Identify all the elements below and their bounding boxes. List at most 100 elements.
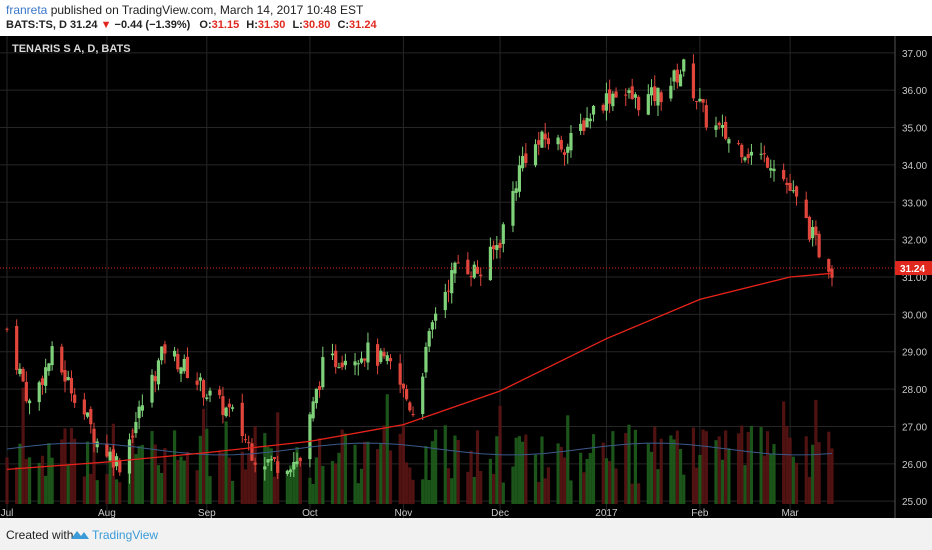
- volume-bar: [131, 429, 135, 504]
- price-change: −0.44 (−1.39%): [114, 19, 191, 31]
- volume-bar: [656, 469, 660, 504]
- y-tick-label: 25.00: [902, 497, 927, 508]
- volume-bar: [385, 394, 389, 504]
- volume-ma-line: [6, 442, 833, 456]
- candle-body: [63, 370, 67, 382]
- candle-body: [140, 405, 144, 411]
- candle-body: [588, 118, 592, 122]
- volume-bar: [546, 467, 551, 504]
- volume-bar: [208, 476, 212, 504]
- volume-bar: [401, 424, 405, 504]
- volume-bar: [585, 458, 589, 504]
- candle-body: [434, 313, 438, 321]
- down-arrow-icon: ▼: [100, 19, 112, 31]
- volume-bar: [243, 469, 248, 504]
- candle-body: [240, 402, 244, 437]
- volume-bar: [363, 441, 367, 504]
- last-price-tag: [895, 261, 932, 276]
- volume-bar: [172, 430, 177, 504]
- y-tick-label: 29.00: [902, 348, 927, 359]
- candle-body: [714, 125, 718, 130]
- volume-bar: [343, 433, 347, 504]
- candle-body: [601, 104, 605, 111]
- candle-body: [608, 89, 612, 104]
- volume-bar: [105, 474, 109, 504]
- volume-bar: [298, 458, 302, 504]
- volume-bar: [73, 438, 77, 504]
- volume-bar: [807, 476, 812, 504]
- candle-body: [424, 346, 428, 373]
- y-tick-label: 30.00: [902, 310, 927, 321]
- volume-bar: [562, 457, 567, 504]
- volume-bar: [746, 431, 750, 504]
- candle-body: [24, 381, 28, 402]
- ohlc-legend: BATS:TS, D 31.24 ▼ −0.44 (−1.39%) O:31.1…: [6, 19, 381, 31]
- candle-body: [746, 154, 750, 159]
- candle-body: [108, 451, 112, 461]
- open-value: 31.15: [211, 19, 240, 31]
- tradingview-link[interactable]: TradingView: [92, 528, 159, 542]
- candle-body: [701, 99, 705, 103]
- candle-body: [579, 123, 583, 131]
- candle-body: [443, 291, 447, 311]
- volume-bar: [691, 427, 696, 504]
- volume-bar: [794, 462, 799, 504]
- volume-bar: [443, 425, 447, 504]
- candle-body: [817, 233, 821, 258]
- volume-bar: [501, 482, 505, 504]
- candle-body: [724, 121, 728, 139]
- volume-bar: [421, 479, 425, 504]
- volume-bar: [659, 438, 663, 504]
- volume-bar: [569, 480, 573, 504]
- candle-body: [488, 246, 492, 281]
- volume-bar: [69, 427, 74, 504]
- candle-body: [359, 358, 364, 363]
- x-tick-label: 2017: [595, 508, 618, 518]
- publish-info: franreta published on TradingView.com, M…: [6, 3, 363, 17]
- candle-body: [633, 94, 638, 98]
- candle-body: [292, 461, 296, 470]
- candle-body: [69, 378, 74, 394]
- volume-bar: [704, 431, 708, 504]
- x-tick-label: Feb: [691, 508, 709, 518]
- volume-bar: [749, 425, 754, 504]
- volume-bar: [240, 451, 244, 504]
- candle-body: [827, 259, 831, 272]
- candle-body: [453, 262, 457, 274]
- volume-bar: [114, 479, 119, 504]
- volume-bar: [649, 451, 654, 504]
- candle-body: [243, 439, 248, 441]
- candle-body: [363, 358, 367, 361]
- candle-body: [172, 350, 177, 357]
- low-value: 30.80: [302, 19, 331, 31]
- candle-body: [814, 226, 818, 236]
- candle-body: [18, 368, 22, 374]
- candle-body: [427, 331, 431, 347]
- candle-body: [269, 459, 273, 461]
- candle-body: [743, 157, 747, 161]
- author-link[interactable]: franreta: [6, 3, 48, 17]
- volume-bar: [156, 465, 161, 504]
- volume-bar: [472, 476, 476, 504]
- candle-body: [227, 403, 231, 408]
- volume-bar: [701, 429, 705, 504]
- volume-bar: [740, 425, 744, 504]
- volume-bar: [411, 479, 415, 504]
- candle-body: [765, 157, 770, 168]
- moving-average-line: [6, 272, 833, 471]
- volume-bar: [488, 458, 492, 504]
- candle-body: [537, 140, 541, 145]
- candle-body: [769, 168, 773, 171]
- candle-body: [736, 143, 741, 145]
- candle-body: [295, 461, 299, 465]
- volume-bar: [669, 435, 673, 504]
- candle-body: [276, 461, 280, 473]
- candle-body: [137, 406, 141, 419]
- candle-body: [653, 86, 657, 102]
- volume-bar: [47, 443, 51, 504]
- candle-body: [421, 376, 425, 414]
- volume-bar: [334, 463, 338, 504]
- candle-body: [201, 380, 206, 398]
- volume-bar: [285, 475, 289, 504]
- price-chart[interactable]: 37.00 36.00 35.00 34.00 33.00 32.00 31.00 30.00…: [0, 36, 932, 518]
